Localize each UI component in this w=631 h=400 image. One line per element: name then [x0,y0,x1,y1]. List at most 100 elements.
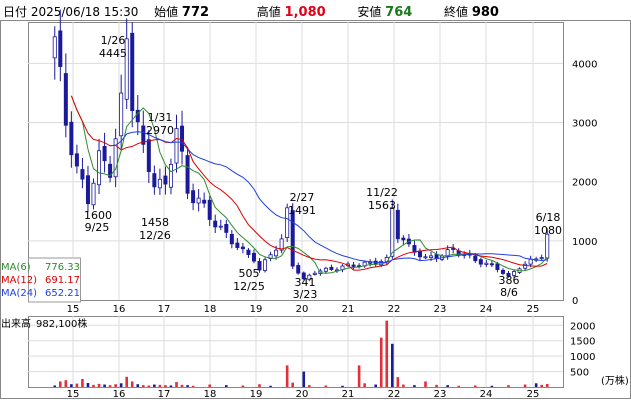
price-panel [28,22,564,301]
candle-body [163,175,168,185]
volume-bar [75,383,79,387]
annotation-date: 12/25 [233,280,265,293]
candle-body [351,264,356,267]
volume-bar [302,371,306,387]
candle-body [97,150,102,186]
x-tick-label: 17 [158,304,171,315]
candle-body [108,163,113,178]
candle-body [85,175,90,205]
candle-body [69,121,74,156]
volume-bar [114,384,117,387]
candle-body [368,261,373,264]
annotation-date: 12/26 [139,229,171,242]
candle-body [478,259,483,265]
candle-body [296,265,301,274]
candle-body [323,267,328,272]
low-label: 安値 [357,5,382,19]
volume-bar [108,385,112,387]
volume-bar [142,385,145,387]
x-tick-label: 15 [67,304,80,315]
x-tick-label: 18 [204,389,217,400]
volume-bar [191,385,195,387]
x-tick-label: 21 [342,389,355,400]
x-tick-label: 15 [67,389,80,400]
y-tick-label: 2000 [572,178,597,189]
candle-body [257,260,262,271]
annotation-value: 1458 [141,216,169,229]
annotation-value: 1600 [84,209,112,222]
volume-bar [308,385,311,387]
ohlc-header: 日付 2025/06/18 15:30 始値 772 高値 1,080 安値 7… [3,3,499,20]
x-tick-label: 23 [434,304,447,315]
candle-body [80,169,85,180]
candle-body [417,250,422,258]
annotation-date: 6/18 [536,211,561,224]
ma-legend-value: 776.33 [45,262,80,273]
high-value: 1,080 [284,5,326,20]
volume-bar [136,384,140,387]
date-label: 日付 [3,5,28,19]
volume-tick-label: 1500 [570,337,595,348]
candle-body [390,207,395,257]
candle-body [401,237,406,241]
ma-line [110,131,548,264]
candle-body [124,38,129,100]
volume-bar [324,385,328,387]
candle-body [429,255,434,259]
volume-bar [164,385,167,387]
candle-body [58,30,63,67]
candle-body [279,238,284,251]
volume-bar [64,380,68,387]
candle-body [202,199,207,204]
volume-bar [523,384,527,387]
annotation-date: 11/22 [366,186,398,199]
ma-legend-label: MA(24) [1,288,37,299]
volume-bar [92,384,95,387]
volume-bar [391,343,394,387]
volume-bar [402,384,405,387]
candle-body [168,163,173,188]
candle-body [240,246,245,250]
volume-unit-label: (万株) [601,374,629,387]
candle-body [263,259,268,271]
x-tick-label: 19 [250,304,263,315]
candle-body [312,272,317,275]
candle-body [506,272,511,277]
x-tick-label: 24 [480,304,493,315]
candle-body [191,190,196,204]
candle-body [213,220,218,228]
x-tick-label: 24 [480,389,493,400]
volume-bar [490,385,494,387]
ma-line [70,95,548,271]
volume-bar [374,384,377,387]
candle-body [119,92,124,137]
volume-bar [385,320,389,387]
volume-bar [540,384,543,387]
volume-bar [147,385,151,387]
candle-body [290,210,295,267]
volume-bar [507,385,510,387]
candle-body [146,139,151,172]
x-tick-label: 20 [296,389,309,400]
y-tick-label: 0 [572,296,578,307]
candle-body [185,155,190,194]
candle-body [224,223,229,233]
candle-body [285,207,290,238]
volume-bar [175,382,178,387]
volume-legend-value: 982,100株 [36,317,87,330]
x-tick-label: 25 [527,389,540,400]
candle-body [495,263,500,270]
candle-body [395,209,400,240]
candle-body [91,182,96,206]
volume-bar [285,365,289,387]
volume-bar [169,385,173,387]
volume-bar [241,385,245,387]
x-tick-label: 16 [113,304,126,315]
annotation-date: 1/31 [148,111,173,124]
ma-legend-label: MA(6) [1,262,31,273]
volume-bar [446,385,449,387]
volume-bar [180,384,184,387]
candle-body [52,36,57,59]
candle-body [307,274,312,280]
volume-bar [396,377,400,387]
